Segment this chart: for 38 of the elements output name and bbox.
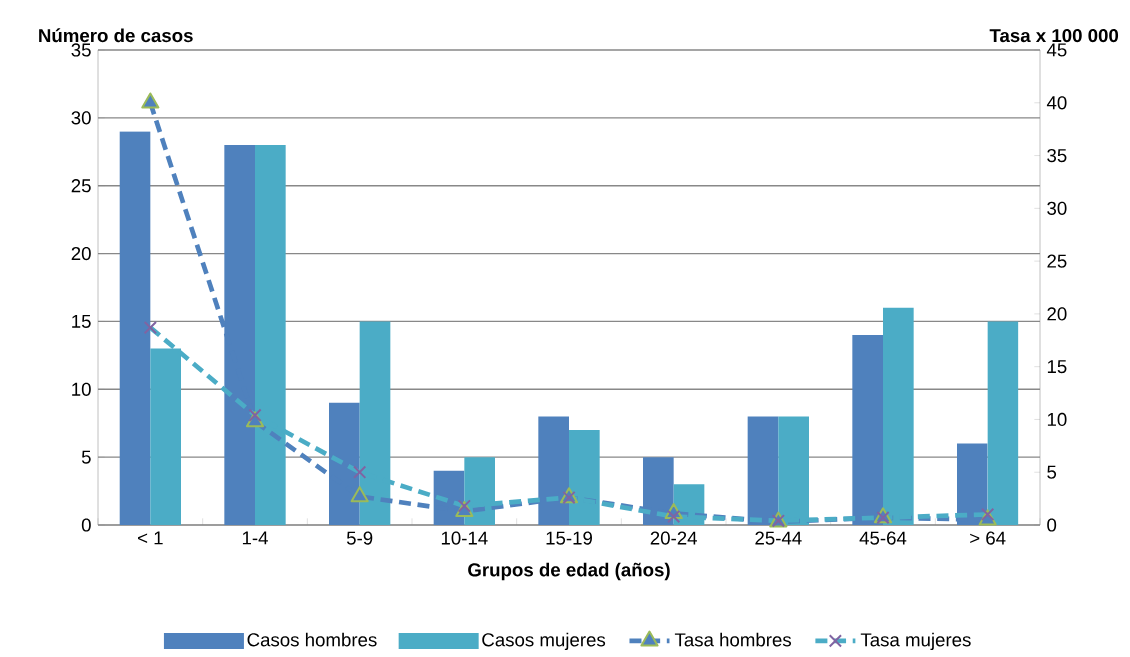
point xyxy=(350,486,369,503)
legend-label: Casos mujeres xyxy=(482,632,606,651)
x-tick-label: 45-64 xyxy=(859,531,907,545)
y2-tick-label: 15 xyxy=(1047,360,1067,374)
y2-tick-label: 0 xyxy=(1047,518,1057,532)
x-tick-label: < 1 xyxy=(138,531,163,545)
x-tick-label: 15-19 xyxy=(546,531,592,545)
x-axis-title: Grupos de edad (años) xyxy=(468,562,670,581)
y-tick-label: 35 xyxy=(71,43,91,57)
y2-tick-label: 45 xyxy=(1046,43,1067,57)
y2-tick-label: 20 xyxy=(1047,307,1067,321)
x-tick-label: 5-9 xyxy=(346,531,373,545)
y-tick-label: 30 xyxy=(71,111,91,125)
x-tick-label: > 64 xyxy=(970,531,1006,545)
y2-tick-label: 30 xyxy=(1047,201,1067,215)
y-tick-label: 5 xyxy=(81,450,91,464)
y-tick-label: 25 xyxy=(71,179,91,193)
y2-axis-title: Tasa x 100 000 xyxy=(989,28,1119,43)
x-tick-label: 20-24 xyxy=(650,531,697,545)
legend-label: Tasa mujeres xyxy=(860,632,971,651)
y-tick-label: 15 xyxy=(72,314,91,328)
y-tick-label: 10 xyxy=(72,382,91,396)
x-tick-label: 1-4 xyxy=(242,531,268,545)
y2-tick-label: 10 xyxy=(1047,412,1067,427)
bar xyxy=(987,321,1019,525)
bar xyxy=(119,131,151,525)
x-tick-label: 25-44 xyxy=(755,531,802,545)
y-tick-label: 0 xyxy=(81,518,91,532)
y2-tick-label: 25 xyxy=(1047,254,1067,268)
x-tick-label: 10-14 xyxy=(441,531,488,545)
point xyxy=(141,92,160,109)
y-tick-label: 20 xyxy=(71,246,91,261)
y2-tick-label: 35 xyxy=(1047,148,1067,163)
y2-tick-label: 40 xyxy=(1046,96,1067,110)
y-axis-title: Número de casos xyxy=(39,28,193,43)
legend-label: Casos hombres xyxy=(247,632,377,647)
y2-tick-label: 5 xyxy=(1047,465,1057,479)
legend-label: Tasa hombres xyxy=(674,632,792,647)
